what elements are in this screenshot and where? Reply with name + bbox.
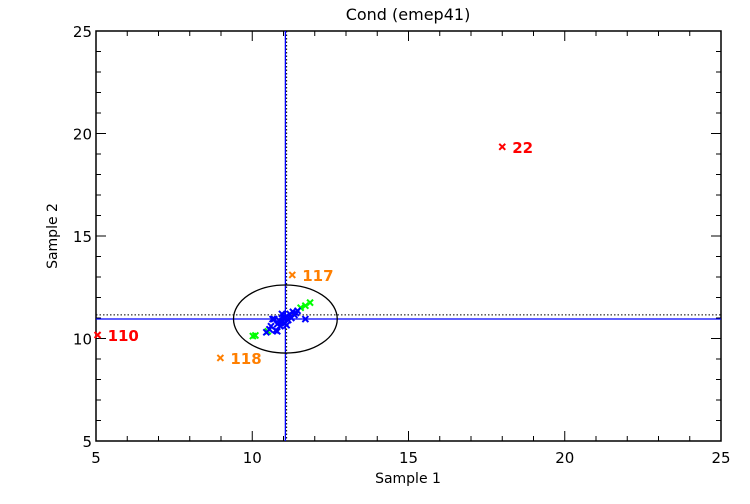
y-tick-label: 5 <box>82 433 92 451</box>
y-tick-label: 25 <box>73 23 92 41</box>
data-point-blue <box>293 307 302 315</box>
y-tick-label: 10 <box>73 331 92 349</box>
x-tick-label: 10 <box>243 449 262 467</box>
data-point-blue <box>301 315 310 323</box>
data-point-outliers-orange <box>216 354 225 362</box>
data-point-outliers-red <box>498 143 506 151</box>
point-label: 117 <box>302 267 333 285</box>
data-point-outliers-red <box>93 331 102 339</box>
x-tick-label: 5 <box>91 449 101 467</box>
plot-frame <box>95 30 722 442</box>
data-point-blue <box>278 310 286 318</box>
x-tick-label: 15 <box>399 449 418 467</box>
point-label: 118 <box>230 350 261 368</box>
x-tick-label: 25 <box>711 449 730 467</box>
y-tick-label: 20 <box>73 126 92 144</box>
x-axis-label: Sample 1 <box>375 471 441 487</box>
chart-title: Cond (emep41) <box>346 5 471 24</box>
data-point-green <box>301 301 310 310</box>
y-tick-label: 15 <box>73 228 92 246</box>
y-axis-label: Sample 2 <box>45 203 61 269</box>
data-point-blue <box>282 321 291 329</box>
data-point-blue <box>273 327 281 336</box>
data-point-blue <box>270 315 278 323</box>
point-label: 22 <box>512 139 533 157</box>
data-point-green <box>251 331 260 340</box>
data-point-green <box>306 298 314 307</box>
x-tick-label: 20 <box>555 449 574 467</box>
confidence-ellipse <box>232 284 338 354</box>
data-point-blue <box>276 322 285 330</box>
point-label: 110 <box>108 327 139 345</box>
data-point-blue <box>268 315 277 323</box>
data-point-outliers-orange <box>288 271 296 279</box>
